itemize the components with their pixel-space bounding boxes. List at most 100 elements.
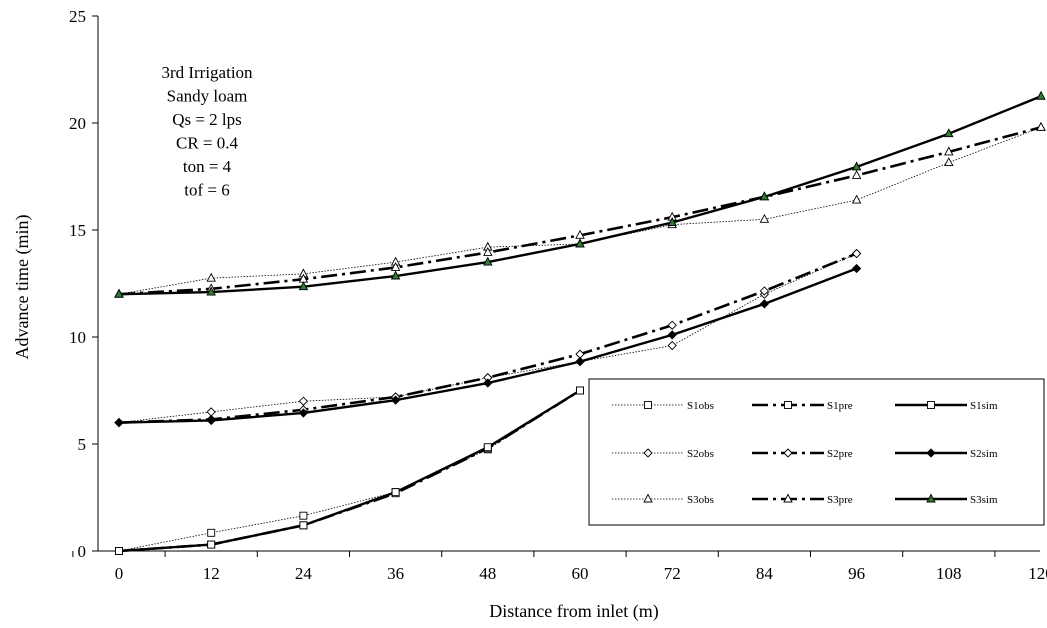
data-point [575, 229, 585, 239]
legend-entry: S3sim [895, 493, 998, 506]
data-point [206, 407, 216, 417]
data-point [667, 340, 677, 351]
legend-entry: S2pre [752, 448, 853, 460]
x-tick-label: 24 [295, 564, 313, 583]
legend-entry: S3obs [612, 493, 714, 506]
legend-label: S2pre [827, 448, 853, 460]
legend-entry: S2obs [612, 448, 714, 460]
x-tick-label: 0 [115, 564, 124, 583]
x-tick-label: 36 [387, 564, 404, 583]
data-point [944, 146, 954, 156]
legend-label: S2sim [970, 448, 998, 460]
series-line [118, 95, 1042, 296]
x-tick-label: 12 [203, 564, 220, 583]
series-s3pre [114, 121, 1046, 298]
x-tick-label: 84 [756, 564, 774, 583]
series-line [118, 252, 858, 424]
series-line [118, 126, 1042, 296]
x-tick-label: 48 [479, 564, 496, 583]
data-point [944, 157, 954, 167]
legend-label: S1sim [970, 400, 998, 412]
y-tick-label: 25 [69, 7, 86, 26]
x-tick-label: 60 [572, 564, 589, 583]
data-point [390, 395, 401, 405]
series-s3sim [114, 90, 1046, 298]
data-point [575, 238, 585, 248]
legend-entry: S2sim [895, 448, 998, 460]
legend-entry: S1obs [612, 400, 714, 412]
data-point [391, 488, 400, 497]
series-s1sim [115, 386, 584, 555]
data-point [1036, 121, 1046, 131]
data-point [851, 194, 862, 204]
x-tick-label: 72 [664, 564, 681, 583]
annotation-line: Sandy loam [167, 87, 248, 106]
data-point [298, 396, 309, 406]
y-tick-label: 10 [69, 328, 86, 347]
data-point [299, 521, 308, 530]
x-axis-title: Distance from inlet (m) [489, 601, 658, 622]
data-point [299, 511, 308, 520]
x-tick-label: 108 [936, 564, 962, 583]
annotation-line: CR = 0.4 [176, 134, 239, 153]
data-point [483, 256, 493, 266]
data-point [483, 443, 492, 452]
legend-swatch-marker [644, 401, 652, 409]
data-point [851, 169, 862, 179]
data-point [851, 248, 862, 259]
series-s2sim [114, 263, 862, 428]
chart-annotation: 3rd Irrigation Sandy loam Qs = 2 lps CR = 0… [161, 63, 253, 200]
legend-swatch-marker [926, 448, 936, 458]
data-point [483, 247, 493, 256]
legend-swatch-marker [783, 493, 793, 503]
legend-label: S1obs [687, 400, 714, 412]
y-axis-title: Advance time (min) [12, 215, 33, 360]
data-point [206, 415, 216, 426]
legend-label: S3obs [687, 494, 714, 506]
legend-label: S2obs [687, 448, 714, 460]
data-point [114, 417, 124, 428]
y-tick-label: 20 [69, 114, 86, 133]
legend-label: S3pre [827, 494, 853, 506]
data-point [759, 299, 770, 309]
data-point [298, 408, 309, 418]
data-point [390, 261, 401, 271]
data-point [114, 288, 124, 298]
data-point [207, 528, 216, 537]
data-point [851, 263, 862, 274]
data-point [390, 270, 401, 280]
data-point [575, 349, 585, 359]
x-tick-label: 96 [848, 564, 865, 583]
chart-legend: S1obs S1pre S1sim S2obs S2pre S2sim S3obs S3pre… [588, 378, 1045, 526]
data-point [851, 161, 862, 171]
series-s1pre [115, 386, 584, 555]
legend-swatch-marker [927, 401, 935, 409]
legend-swatch-marker [784, 401, 792, 409]
y-tick-label: 5 [78, 435, 87, 454]
data-point [298, 281, 309, 291]
chart-series [114, 90, 1046, 555]
data-point [115, 547, 123, 555]
series-line [118, 390, 581, 552]
legend-entry: S1sim [895, 400, 998, 412]
data-point [667, 217, 677, 226]
y-tick-label: 15 [69, 221, 86, 240]
data-point [1036, 90, 1046, 100]
series-s1obs [115, 386, 584, 555]
data-point [759, 286, 770, 296]
annotation-line: 3rd Irrigation [161, 63, 253, 82]
data-point [944, 128, 954, 138]
legend-entry: S1pre [752, 400, 853, 412]
legend-swatch-marker [643, 448, 653, 458]
legend-swatch-marker [643, 493, 653, 503]
x-tick-label: 120 [1028, 564, 1047, 583]
chart-axes: 0 5 10 15 20 25 0 12 24 36 48 60 72 84 96 108 120 [69, 7, 1047, 583]
data-point [575, 356, 585, 367]
data-point [667, 330, 677, 340]
annotation-line: Qs = 2 lps [172, 110, 242, 129]
legend-label: S3sim [970, 494, 998, 506]
data-point [576, 386, 584, 395]
legend-label: S1pre [827, 400, 853, 412]
legend-swatch-marker [783, 448, 793, 458]
data-point [206, 272, 216, 282]
